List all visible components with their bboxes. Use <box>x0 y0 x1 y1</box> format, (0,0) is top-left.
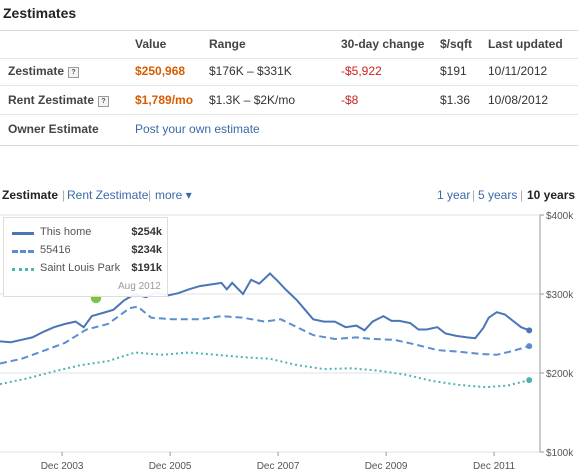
dotted-line-icon <box>12 268 34 271</box>
tab-rent-zestimate[interactable]: Rent Zestimate <box>67 188 149 202</box>
y-tick-label: $400k <box>546 211 574 222</box>
rent-zestimate-sqft: $1.36 <box>440 93 471 107</box>
tab-more[interactable]: more ▾ <box>155 188 192 202</box>
header-value: Value <box>135 37 167 51</box>
tab-zestimate[interactable]: Zestimate <box>2 188 59 202</box>
series-end-point <box>526 377 533 384</box>
y-tick-label: $100k <box>546 448 574 459</box>
legend-item-zip: 55416 $234k <box>10 244 162 258</box>
series-line-saint-louis-park <box>0 351 530 389</box>
legend-item-city: Saint Louis Park $191k <box>10 262 162 276</box>
y-axis-labels: $400k $300k $200k $100k <box>546 211 574 459</box>
range-10-years[interactable]: 10 years <box>527 188 576 202</box>
legend-value: $254k <box>131 226 162 238</box>
owner-estimate-label: Owner Estimate <box>8 122 99 136</box>
zestimate-value: $250,968 <box>135 64 186 78</box>
range-separator: | <box>520 188 524 202</box>
x-tick-label: Dec 2009 <box>365 461 408 472</box>
zestimate-change: -$5,922 <box>341 64 382 78</box>
header-sqft: $/sqft <box>440 37 473 51</box>
rent-zestimate-value: $1,789/mo <box>135 93 194 107</box>
rent-zestimate-updated: 10/08/2012 <box>488 93 549 107</box>
chart-series <box>0 272 533 389</box>
header-updated: Last updated <box>488 37 563 51</box>
legend-value: $191k <box>131 262 162 274</box>
header-change: 30-day change <box>341 37 425 51</box>
post-estimate-link[interactable]: Post your own estimate <box>135 122 260 136</box>
solid-line-icon <box>12 232 34 235</box>
chevron-down-icon: ▾ <box>185 188 192 202</box>
range-5-years[interactable]: 5 years <box>478 188 518 202</box>
tab-separator: | <box>62 188 66 202</box>
table-header-row: Value Range 30-day change $/sqft Last up… <box>0 30 578 59</box>
series-end-point <box>526 343 533 350</box>
x-tick-label: Dec 2003 <box>41 461 84 472</box>
dashed-line-icon <box>12 250 34 253</box>
chart-grid <box>0 214 544 456</box>
zestimates-header: Zestimates <box>0 0 578 31</box>
range-separator: | <box>472 188 476 202</box>
range-1-year[interactable]: 1 year <box>437 188 471 202</box>
y-tick-label: $200k <box>546 369 574 380</box>
x-tick-label: Dec 2011 <box>473 461 516 472</box>
y-tick-label: $300k <box>546 290 574 301</box>
zestimate-updated: 10/11/2012 <box>488 64 548 78</box>
zestimate-range: $176K – $331K <box>209 64 292 78</box>
x-tick-label: Dec 2005 <box>149 461 192 472</box>
owner-estimate-row: Owner Estimate Post your own estimate <box>0 115 578 146</box>
rent-zestimate-row: Rent Zestimate? $1,789/mo $1.3K – $2K/mo… <box>0 86 578 115</box>
legend-name: Saint Louis Park <box>40 262 121 274</box>
legend-name: 55416 <box>40 244 71 256</box>
chart-tooltip: This home $254k 55416 $234k Saint Louis … <box>3 217 168 297</box>
tooltip-date: Aug 2012 <box>118 281 161 292</box>
rent-zestimate-label: Rent Zestimate <box>8 93 95 107</box>
zestimate-chart[interactable]: $400k$300k$200k$100k Dec 2003 Dec 2005 Dec… <box>0 206 580 476</box>
legend-item-this-home: This home $254k <box>10 226 162 240</box>
legend-name: This home <box>40 226 92 238</box>
x-axis-labels: Dec 2003 Dec 2005 Dec 2007 Dec 2009 Dec 2011 <box>41 461 516 472</box>
help-icon[interactable]: ? <box>68 67 80 78</box>
x-tick-label: Dec 2007 <box>257 461 300 472</box>
zestimate-sqft: $191 <box>440 64 467 78</box>
rent-zestimate-change: -$8 <box>341 93 359 107</box>
help-icon[interactable]: ? <box>98 96 110 107</box>
tab-separator: | <box>148 188 152 202</box>
zestimate-row: Zestimate? $250,968 $176K – $331K -$5,92… <box>0 57 578 86</box>
series-line-this-home <box>0 272 530 344</box>
rent-zestimate-range: $1.3K – $2K/mo <box>209 93 296 107</box>
series-end-point <box>526 327 533 334</box>
series-line-55416 <box>0 305 530 365</box>
header-range: Range <box>209 37 246 51</box>
zestimates-title: Zestimates <box>3 5 77 21</box>
more-label: more <box>155 188 183 202</box>
legend-value: $234k <box>131 244 162 256</box>
zestimate-label: Zestimate <box>8 64 65 78</box>
